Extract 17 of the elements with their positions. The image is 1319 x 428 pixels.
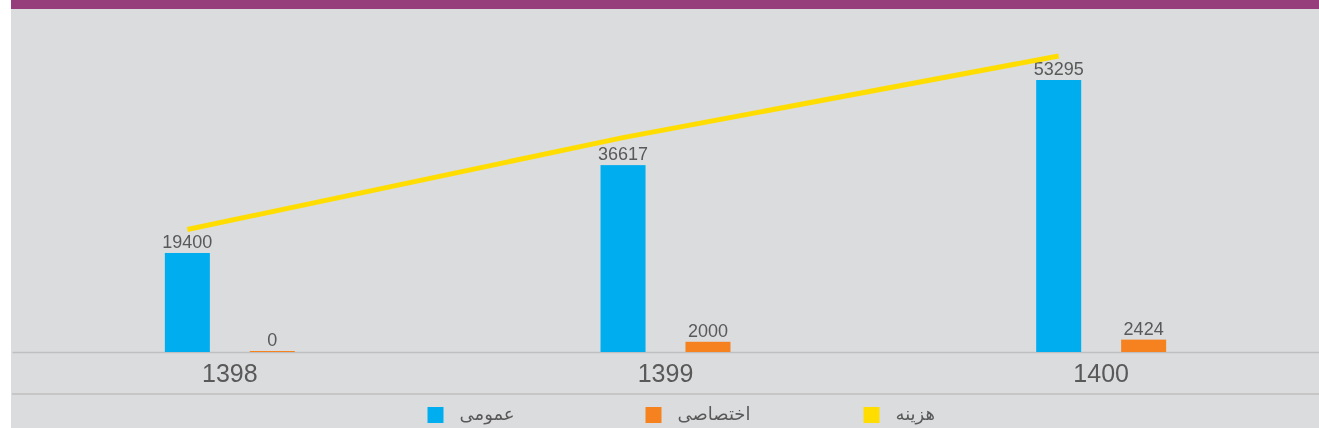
data-label: 53295 bbox=[1033, 59, 1084, 80]
x-tick-label: 1399 bbox=[637, 358, 694, 387]
x-tick-label: 1398 bbox=[202, 358, 258, 387]
legend-label: اختصاصی bbox=[677, 403, 751, 424]
data-label: 36617 bbox=[597, 144, 649, 165]
legend-label: عمومی bbox=[459, 403, 515, 425]
bar bbox=[685, 341, 731, 352]
data-label: 2424 bbox=[1123, 318, 1164, 339]
data-label: 19400 bbox=[162, 231, 213, 252]
bar bbox=[1121, 339, 1167, 352]
bar bbox=[1036, 80, 1082, 352]
data-label: 0 bbox=[267, 330, 278, 350]
x-tick-label: 1400 bbox=[1073, 358, 1129, 387]
bar bbox=[164, 252, 210, 352]
bar bbox=[600, 165, 646, 352]
data-label: 2000 bbox=[687, 320, 728, 341]
legend-label: هزینه bbox=[895, 403, 936, 425]
